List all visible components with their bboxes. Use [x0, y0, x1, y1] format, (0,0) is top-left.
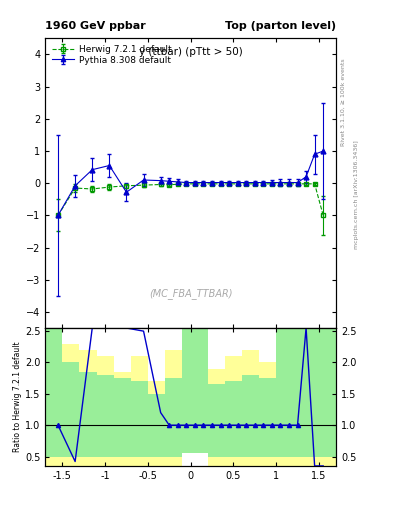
- Text: mcplots.cern.ch [arXiv:1306.3436]: mcplots.cern.ch [arXiv:1306.3436]: [354, 140, 359, 249]
- Text: Rivet 3.1.10, ≥ 100k events: Rivet 3.1.10, ≥ 100k events: [341, 58, 346, 146]
- Text: (MC_FBA_TTBAR): (MC_FBA_TTBAR): [149, 288, 232, 299]
- Y-axis label: Ratio to Herwig 7.2.1 default: Ratio to Herwig 7.2.1 default: [13, 342, 22, 452]
- Text: 1960 GeV ppbar: 1960 GeV ppbar: [45, 21, 146, 31]
- Text: Top (parton level): Top (parton level): [225, 21, 336, 31]
- Legend: Herwig 7.2.1 default, Pythia 8.308 default: Herwig 7.2.1 default, Pythia 8.308 defau…: [50, 43, 173, 67]
- Text: y (ttbar) (pTtt > 50): y (ttbar) (pTtt > 50): [139, 47, 242, 57]
